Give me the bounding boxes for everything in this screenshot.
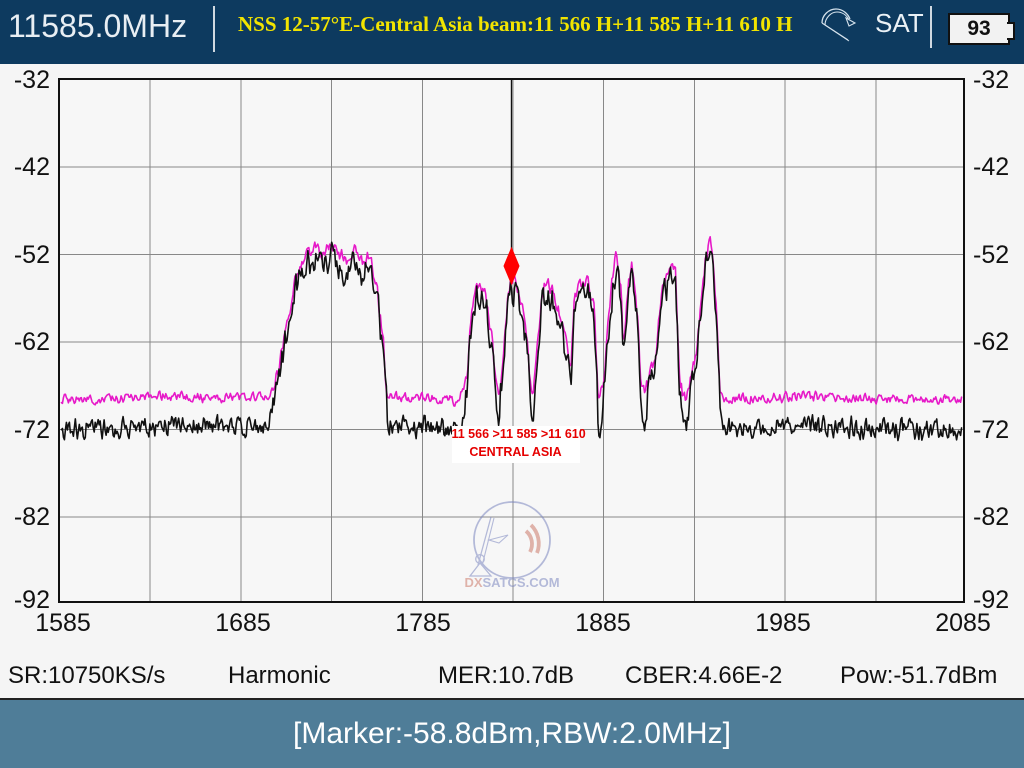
- svg-text:DXSATCS.COM: DXSATCS.COM: [464, 575, 559, 590]
